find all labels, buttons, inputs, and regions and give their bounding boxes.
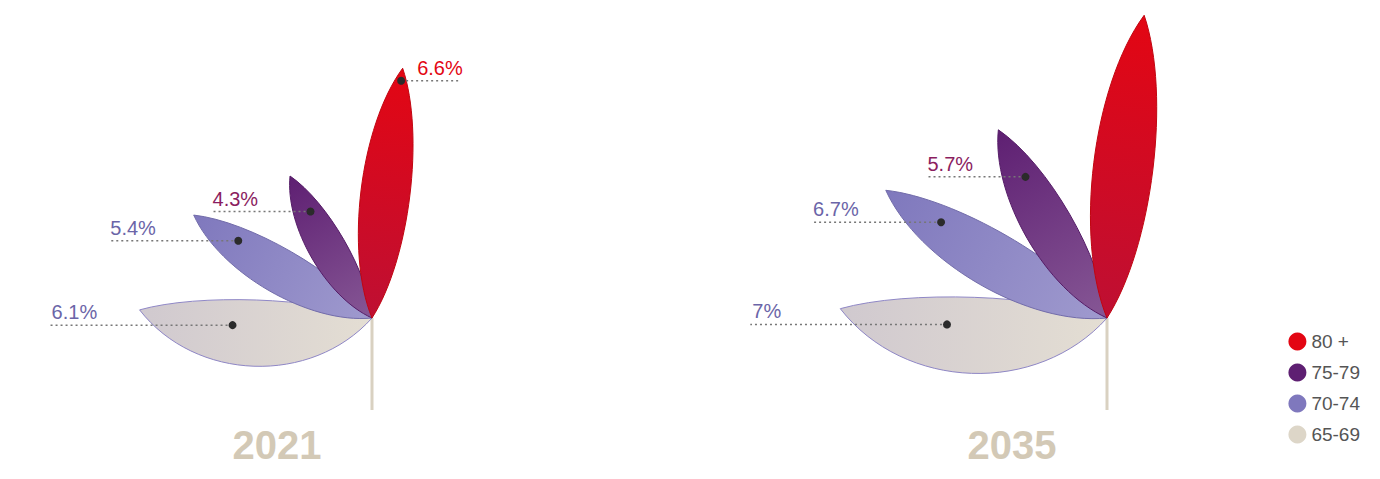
svg-text:5.7%: 5.7%	[928, 153, 974, 175]
svg-text:5.4%: 5.4%	[110, 217, 156, 239]
svg-text:7%: 7%	[752, 300, 781, 322]
svg-text:65-69: 65-69	[1311, 424, 1360, 445]
svg-text:2035: 2035	[968, 423, 1057, 467]
svg-text:6.7%: 6.7%	[813, 198, 859, 220]
svg-text:75-79: 75-79	[1311, 362, 1360, 383]
svg-text:70-74: 70-74	[1311, 393, 1360, 414]
svg-text:2021: 2021	[233, 423, 322, 467]
svg-text:80 +: 80 +	[1311, 331, 1349, 352]
svg-text:6.6%: 6.6%	[417, 57, 463, 79]
svg-text:4.3%: 4.3%	[213, 188, 259, 210]
svg-text:6.1%: 6.1%	[52, 301, 98, 323]
